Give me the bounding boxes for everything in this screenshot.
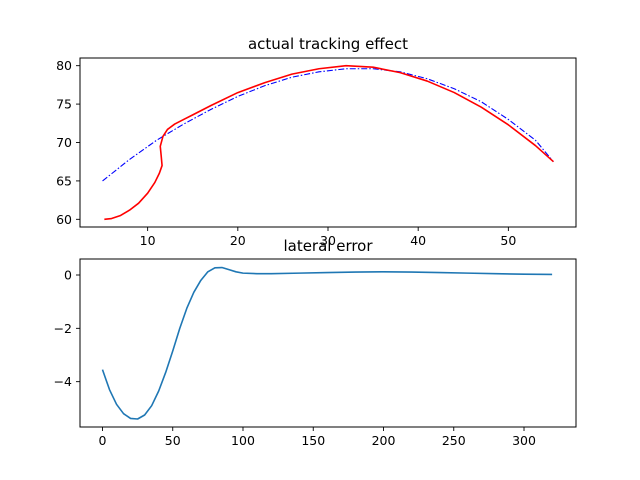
lateral-error-plot-xtick-label: 200: [372, 433, 396, 448]
lateral-error-plot-ytick-label: −4: [54, 374, 72, 389]
tracking-plot-xtick-label: 50: [500, 233, 516, 248]
lateral-error-plot-xtick-label: 50: [165, 433, 181, 448]
tracking-plot-title: actual tracking effect: [248, 35, 408, 53]
lateral-error-plot: lateral error 0 50 100 150 200 250 300 0 −2 −4: [54, 237, 577, 449]
tracking-plot-xtick-label: 20: [230, 233, 246, 248]
tracking-plot-ytick-label: 75: [56, 97, 72, 112]
lateral-error-plot-ytick-label: −2: [54, 321, 72, 336]
tracking-plot-marks: [102, 64, 554, 221]
lateral-error-plot-ticks: 0 50 100 150 200 250 300 0 −2 −4: [54, 268, 536, 449]
lateral-error-plot-xtick-label: 250: [442, 433, 466, 448]
lateral-error-plot-xtick-label: 150: [301, 433, 325, 448]
tracking-plot-series-0-line: [102, 68, 554, 182]
lateral-error-plot-xtick-label: 100: [231, 433, 255, 448]
tracking-plot-ticks: 10 20 30 40 50 60 65 70 75 80: [56, 58, 516, 248]
tracking-plot-ytick-label: 65: [56, 173, 72, 188]
lateral-error-plot-xtick-label: 300: [512, 433, 536, 448]
lateral-error-plot-ytick-label: 0: [64, 268, 72, 283]
lateral-error-plot-series-0-line: [101, 266, 553, 420]
tracking-plot-xtick-label: 10: [140, 233, 156, 248]
tracking-plot-series-1-line: [104, 64, 554, 221]
tracking-plot-xtick-label: 30: [320, 233, 336, 248]
tracking-plot-xtick-label: 40: [410, 233, 426, 248]
lateral-error-plot-marks: [101, 266, 553, 420]
tracking-plot-ytick-label: 80: [56, 58, 72, 73]
tracking-plot-ytick-label: 70: [56, 135, 72, 150]
tracking-plot: actual tracking effect 10 20 30 40 50 60 65 70 7…: [56, 35, 577, 248]
lateral-error-plot-title: lateral error: [283, 237, 373, 255]
tracking-plot-ytick-label: 60: [56, 212, 72, 227]
lateral-error-plot-xtick-label: 0: [99, 433, 107, 448]
lateral-error-plot-frame: [79, 258, 577, 428]
